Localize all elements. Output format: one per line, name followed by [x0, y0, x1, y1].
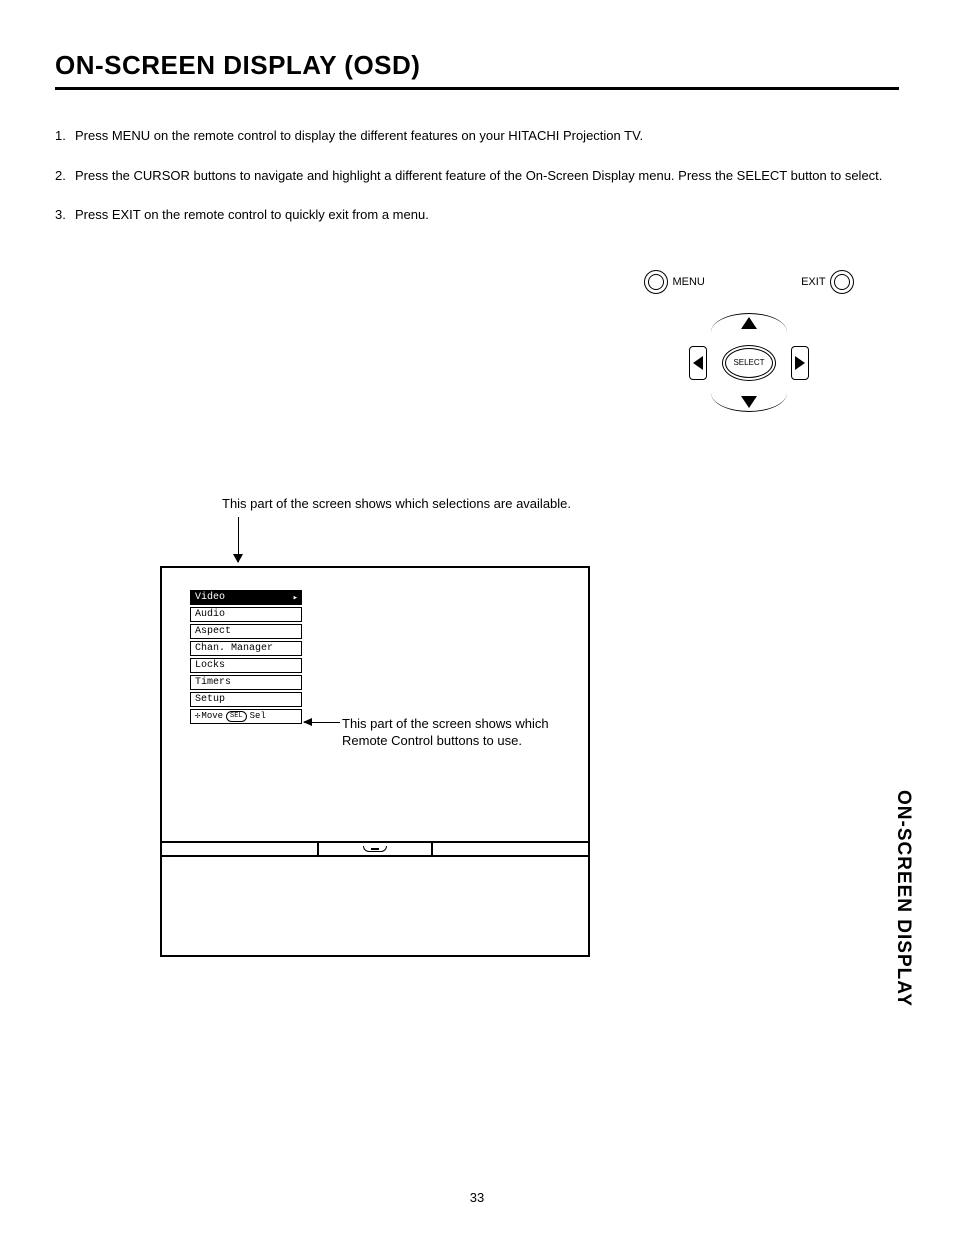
- tv-outline: Video Audio Aspect Chan. Manager Locks T…: [160, 566, 590, 957]
- tv-figure: This part of the screen shows which sele…: [160, 495, 590, 957]
- instruction-number: 1.: [55, 126, 75, 146]
- arrow-left-icon: [304, 722, 340, 723]
- arrow-down-icon: [238, 517, 239, 562]
- exit-button-icon: [830, 270, 854, 294]
- page-title: ON-SCREEN DISPLAY (OSD): [55, 50, 899, 90]
- osd-hint-move: Move: [201, 710, 223, 722]
- tv-speaker-bar: [162, 843, 588, 857]
- instruction-item: 1. Press MENU on the remote control to d…: [55, 126, 899, 146]
- menu-button-icon: [644, 270, 668, 294]
- exit-button-label: EXIT: [801, 276, 825, 288]
- instruction-text: Press the CURSOR buttons to navigate and…: [75, 166, 899, 186]
- instruction-number: 2.: [55, 166, 75, 186]
- select-button-label: SELECT: [733, 358, 764, 367]
- osd-menu-item-setup: Setup: [190, 692, 302, 707]
- select-button: SELECT: [725, 348, 773, 378]
- cursor-pad: SELECT: [689, 315, 809, 410]
- cursor-left-icon: [693, 356, 703, 370]
- remote-control-diagram: MENU EXIT SELECT: [644, 270, 854, 415]
- instruction-text: Press EXIT on the remote control to quic…: [75, 205, 899, 225]
- caption-selections: This part of the screen shows which sele…: [222, 495, 590, 513]
- exit-button-group: EXIT: [801, 270, 854, 294]
- cursor-up-icon: [741, 317, 757, 329]
- menu-button-group: MENU: [644, 270, 705, 294]
- tv-ir-sensor-icon: [363, 846, 387, 852]
- osd-menu-item-timers: Timers: [190, 675, 302, 690]
- cursor-right-icon: [795, 356, 805, 370]
- osd-menu-item-chan-manager: Chan. Manager: [190, 641, 302, 656]
- osd-menu-item-aspect: Aspect: [190, 624, 302, 639]
- caption-remote-buttons: This part of the screen shows which Remo…: [342, 715, 552, 750]
- page-number: 33: [470, 1190, 484, 1205]
- cursor-down-icon: [741, 396, 757, 408]
- cursor-right-button: [791, 346, 809, 380]
- instruction-text: Press MENU on the remote control to disp…: [75, 126, 899, 146]
- tv-screen: Video Audio Aspect Chan. Manager Locks T…: [162, 568, 588, 843]
- osd-hint-sel: Sel: [250, 710, 266, 722]
- move-arrows-icon: ✢: [195, 710, 198, 722]
- tv-base: [162, 857, 588, 955]
- osd-menu: Video Audio Aspect Chan. Manager Locks T…: [190, 590, 302, 724]
- instruction-item: 2. Press the CURSOR buttons to navigate …: [55, 166, 899, 186]
- manual-page: ON-SCREEN DISPLAY (OSD) 1. Press MENU on…: [0, 0, 954, 1235]
- sel-pill-icon: SEL: [226, 711, 247, 722]
- osd-menu-item-locks: Locks: [190, 658, 302, 673]
- osd-hint-bar: ✢ Move SEL Sel: [190, 709, 302, 724]
- instruction-number: 3.: [55, 205, 75, 225]
- instruction-list: 1. Press MENU on the remote control to d…: [55, 126, 899, 225]
- section-tab: ON-SCREEN DISPLAY: [892, 790, 914, 1007]
- osd-menu-item-audio: Audio: [190, 607, 302, 622]
- instruction-item: 3. Press EXIT on the remote control to q…: [55, 205, 899, 225]
- menu-button-label: MENU: [672, 276, 704, 288]
- osd-menu-item-video: Video: [190, 590, 302, 605]
- cursor-left-button: [689, 346, 707, 380]
